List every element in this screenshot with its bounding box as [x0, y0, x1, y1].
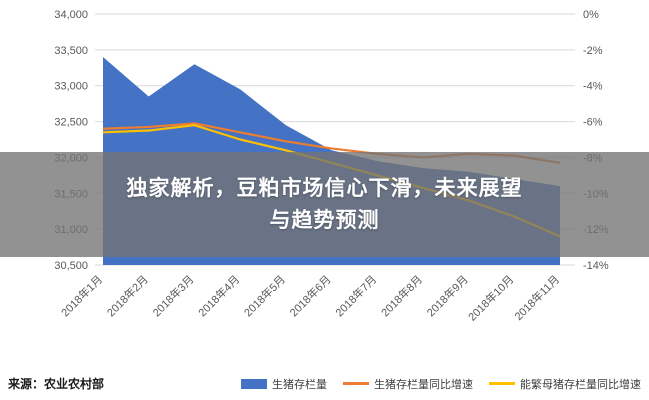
svg-text:2018年8月: 2018年8月 — [378, 272, 425, 319]
legend-line-swatch — [489, 382, 515, 385]
svg-text:-6%: -6% — [583, 117, 603, 129]
legend-line-swatch — [343, 382, 369, 385]
svg-text:32,500: 32,500 — [54, 117, 88, 129]
legend-bar-swatch — [241, 378, 267, 389]
title-banner: 独家解析，豆粕市场信心下滑，未来展望 与趋势预测 — [0, 152, 649, 257]
svg-text:2018年6月: 2018年6月 — [287, 272, 334, 319]
svg-text:34,000: 34,000 — [54, 9, 88, 21]
legend-item: 能繁母猪存栏量同比增速 — [489, 376, 641, 392]
svg-text:2018年3月: 2018年3月 — [149, 272, 196, 319]
svg-text:2018年2月: 2018年2月 — [104, 272, 151, 319]
banner-title-line2: 与趋势预测 — [269, 208, 380, 232]
svg-text:2018年10月: 2018年10月 — [465, 272, 516, 323]
legend: 生猪存栏量 生猪存栏量同比增速 能繁母猪存栏量同比增速 — [241, 376, 641, 392]
legend-item: 生猪存栏量 — [241, 376, 327, 392]
svg-text:-14%: -14% — [583, 260, 609, 272]
svg-text:2018年9月: 2018年9月 — [424, 272, 471, 319]
svg-text:2018年4月: 2018年4月 — [195, 272, 242, 319]
banner-title-line1: 独家解析，豆粕市场信心下滑，未来展望 — [126, 176, 523, 200]
svg-text:0%: 0% — [583, 9, 599, 21]
footer: 来源：农业农村部 生猪存栏量 生猪存栏量同比增速 能繁母猪存栏量同比增速 — [0, 375, 649, 392]
legend-item: 生猪存栏量同比增速 — [343, 376, 473, 392]
svg-text:-2%: -2% — [583, 45, 603, 57]
legend-label: 能繁母猪存栏量同比增速 — [520, 378, 641, 391]
svg-text:33,000: 33,000 — [54, 81, 88, 93]
svg-text:-4%: -4% — [583, 81, 603, 93]
svg-text:30,500: 30,500 — [54, 260, 88, 272]
source-label: 来源：农业农村部 — [8, 377, 105, 391]
legend-label: 生猪存栏量同比增速 — [374, 378, 473, 391]
svg-text:2018年11月: 2018年11月 — [511, 272, 562, 323]
x-axis-labels: 2018年1月 2018年2月 2018年3月 2018年4月 2018年5月 2018年… — [58, 272, 562, 323]
svg-text:2018年5月: 2018年5月 — [241, 272, 288, 319]
svg-text:2018年1月: 2018年1月 — [58, 272, 105, 319]
legend-label: 生猪存栏量 — [272, 378, 327, 391]
svg-text:2018年7月: 2018年7月 — [332, 272, 379, 319]
svg-text:33,500: 33,500 — [54, 45, 88, 57]
